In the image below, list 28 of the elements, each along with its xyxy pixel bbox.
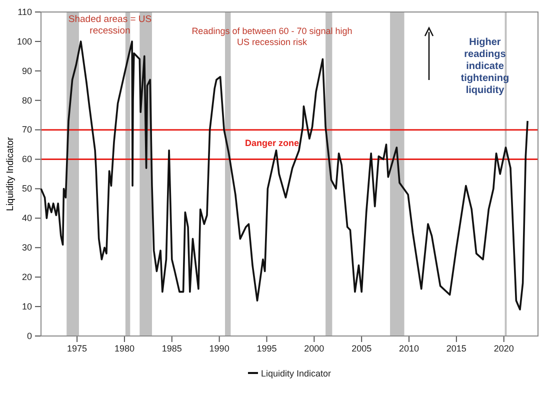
y-tick-label: 50 — [22, 184, 32, 194]
x-tick-label: 2010 — [398, 343, 420, 354]
x-tick-label: 1995 — [256, 343, 277, 354]
x-tick-label: 2020 — [494, 343, 514, 354]
x-tick-label: 1975 — [67, 343, 88, 354]
y-tick-label: 40 — [22, 213, 32, 224]
annotation: Danger zone — [244, 138, 300, 148]
annotation: Shaded areas = US recession — [68, 14, 152, 36]
x-tick-label: 2015 — [446, 343, 466, 354]
x-tick-label: 1990 — [209, 343, 230, 354]
y-tick-label: 10 — [22, 301, 32, 312]
y-tick-label: 0 — [26, 330, 32, 341]
y-axis-title: Liquidity Indicator — [5, 137, 16, 211]
x-tick-label: 2005 — [352, 343, 372, 354]
y-tick-label: 80 — [22, 95, 32, 106]
annotation: Readings of between 60 - 70 signal high US recession risk — [192, 26, 352, 47]
y-tick-label: 20 — [22, 272, 32, 282]
y-tick-label: 70 — [22, 124, 32, 135]
y-tick-label: 30 — [22, 242, 32, 253]
y-tick-label: 90 — [22, 66, 32, 76]
y-tick-label: 100 — [16, 36, 32, 46]
y-tick-label: 60 — [22, 154, 32, 164]
x-tick-label: 2000 — [304, 343, 324, 354]
y-tick-label: 110 — [18, 6, 32, 17]
x-tick-label: 1985 — [162, 343, 182, 354]
legend-label: Liquidity Indicator — [260, 368, 332, 378]
x-tick-label: 1980 — [114, 343, 134, 354]
annotation: Higher readings indicate tightening liquidity — [460, 37, 510, 96]
